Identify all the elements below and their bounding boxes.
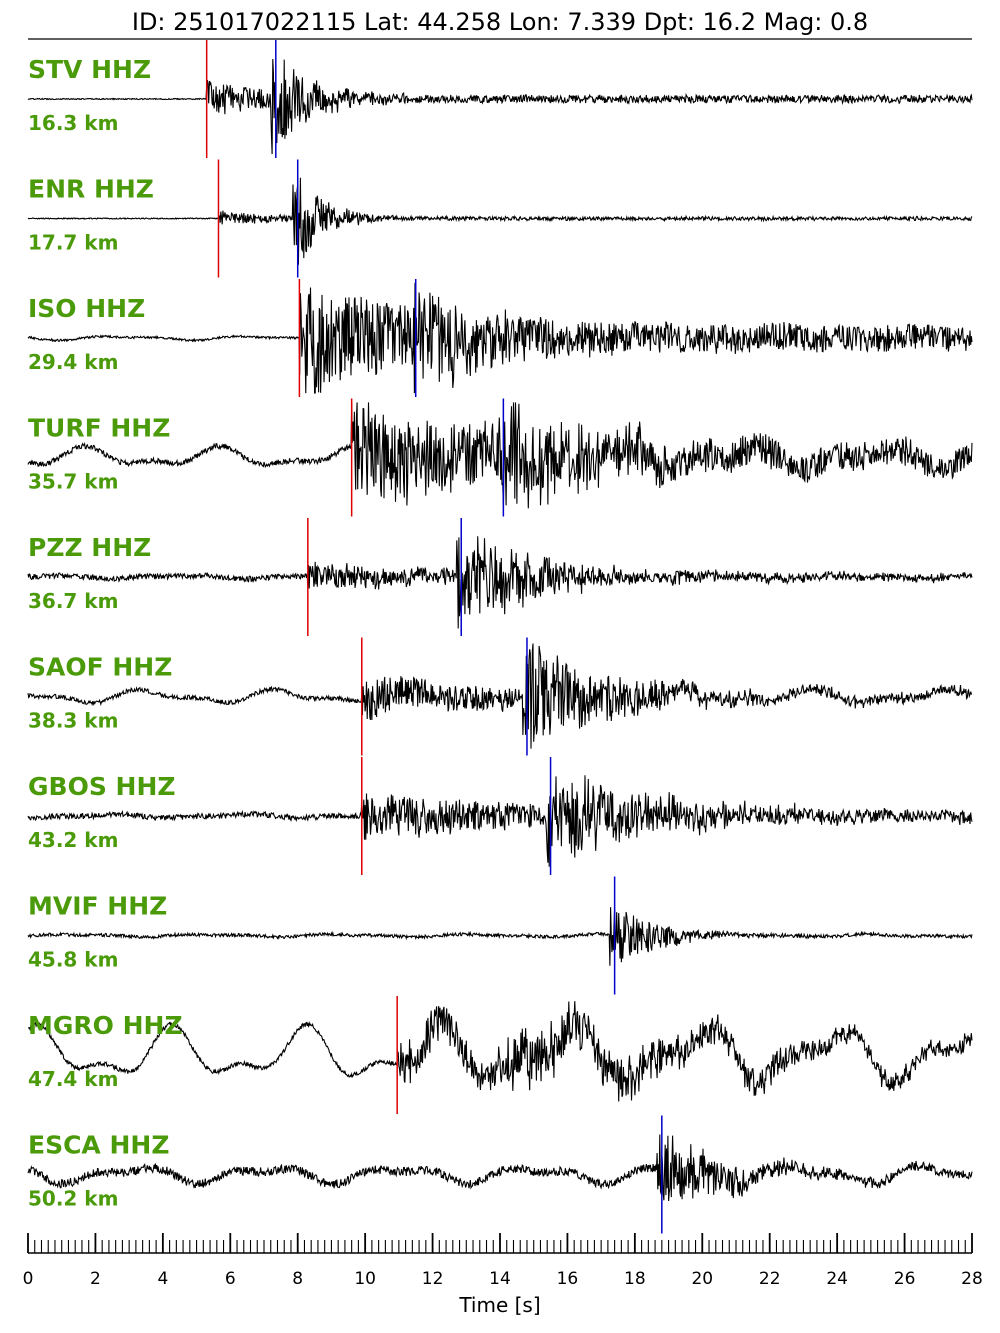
waveform-line — [27, 907, 973, 966]
distance-label: 17.7 km — [28, 231, 118, 255]
x-tick-label: 6 — [225, 1269, 236, 1289]
trace-panel: STV HHZ 16.3 km — [27, 40, 973, 158]
x-tick-label: 28 — [961, 1269, 983, 1289]
station-label: ESCA HHZ — [28, 1131, 169, 1160]
station-label: ISO HHZ — [28, 294, 145, 323]
station-label: SAOF HHZ — [28, 653, 172, 682]
waveform-line — [28, 1001, 973, 1102]
distance-label: 50.2 km — [28, 1187, 118, 1211]
distance-label: 45.8 km — [28, 948, 118, 972]
x-tick-label: 10 — [354, 1269, 376, 1289]
station-label: STV HHZ — [28, 55, 151, 84]
distance-label: 16.3 km — [28, 111, 118, 135]
distance-label: 47.4 km — [28, 1067, 118, 1091]
trace-panel: SAOF HHZ 38.3 km — [27, 637, 973, 756]
trace-panel: ESCA HHZ 50.2 km — [27, 1115, 973, 1234]
trace-panel: ENR HHZ 17.7 km — [27, 159, 973, 278]
x-tick-label: 2 — [90, 1269, 101, 1289]
x-tick-label: 24 — [826, 1269, 848, 1289]
waveform-line — [27, 402, 973, 509]
x-tick-label: 20 — [691, 1269, 713, 1289]
distance-label: 35.7 km — [28, 470, 118, 494]
x-tick-label: 18 — [624, 1269, 646, 1289]
waveform-line — [27, 536, 973, 629]
trace-panel: PZZ HHZ 36.7 km — [27, 518, 973, 636]
station-label: TURF HHZ — [28, 414, 170, 443]
waveform-line — [27, 282, 973, 394]
station-label: MGRO HHZ — [28, 1011, 183, 1040]
waveform-line — [27, 58, 973, 155]
x-tick-label: 26 — [894, 1269, 916, 1289]
trace-panel: GBOS HHZ 43.2 km — [27, 757, 973, 875]
trace-panel: ISO HHZ 29.4 km — [27, 279, 973, 397]
trace-panel: TURF HHZ 35.7 km — [27, 398, 973, 517]
waveform-line — [27, 775, 973, 867]
x-tick-label: 16 — [557, 1269, 579, 1289]
station-label: ENR HHZ — [28, 175, 154, 204]
station-label: GBOS HHZ — [28, 772, 176, 801]
waveform-line — [27, 643, 973, 749]
x-axis-label: Time [s] — [458, 1293, 540, 1317]
distance-label: 43.2 km — [28, 828, 118, 852]
chart-title: ID: 251017022115 Lat: 44.258 Lon: 7.339 … — [132, 8, 868, 36]
trace-panel: MGRO HHZ 47.4 km — [28, 996, 973, 1114]
x-tick-label: 0 — [23, 1269, 34, 1289]
trace-panel: MVIF HHZ 45.8 km — [27, 876, 973, 995]
x-tick-label: 14 — [489, 1269, 511, 1289]
distance-label: 29.4 km — [28, 350, 118, 374]
distance-label: 36.7 km — [28, 589, 118, 613]
x-tick-label: 8 — [292, 1269, 303, 1289]
distance-label: 38.3 km — [28, 709, 118, 733]
station-label: MVIF HHZ — [28, 892, 167, 921]
x-tick-label: 22 — [759, 1269, 781, 1289]
waveform-line — [27, 1134, 973, 1202]
x-tick-label: 4 — [157, 1269, 168, 1289]
x-tick-label: 12 — [422, 1269, 444, 1289]
traces-layer: STV HHZ 16.3 km ENR HHZ 17.7 km ISO HHZ 29.4 … — [27, 40, 973, 1234]
waveform-line — [27, 177, 973, 265]
station-label: PZZ HHZ — [28, 533, 151, 562]
time-axis: 0 2 4 6 8 10 12 14 16 18 20 22 24 26 28 — [23, 1233, 983, 1289]
